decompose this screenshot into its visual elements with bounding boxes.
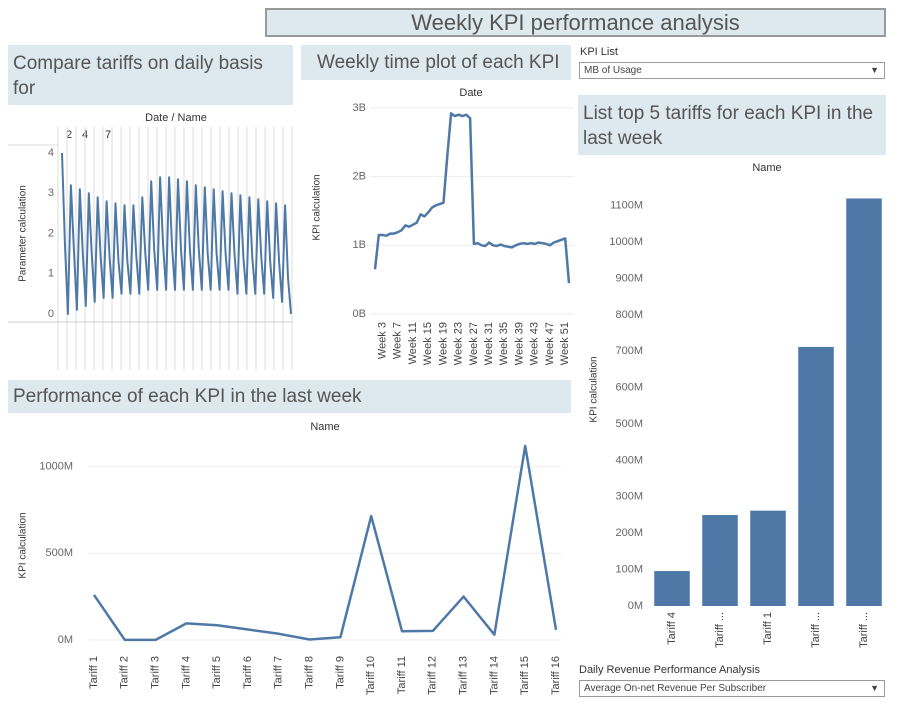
x-tick-label: Tariff 3 <box>150 656 162 689</box>
line <box>92 444 558 642</box>
y-tick-label: 0 <box>48 308 54 320</box>
y-tick-label: 800M <box>615 309 643 321</box>
x-tick-label: Tariff 12 <box>427 656 439 695</box>
chart-title: List top 5 tariffs for each KPI in the l… <box>578 95 886 155</box>
x-tick-label: Tariff 2 <box>119 656 131 689</box>
x-tick-label: Tariff 13 <box>458 656 470 695</box>
x-tick-label: Tariff ... <box>858 612 870 648</box>
y-tick-label: 4 <box>48 147 54 159</box>
line <box>61 152 292 315</box>
x-tick-label: Tariff 4 <box>180 656 192 689</box>
x-tick-label: Week 15 <box>422 322 434 365</box>
x-tick-label: Tariff 5 <box>211 656 223 689</box>
dropdown-value: MB of Usage <box>584 65 642 76</box>
bar <box>702 515 738 606</box>
x-tick-label: Week 27 <box>468 322 480 365</box>
x-tick-label: Tariff 10 <box>365 656 377 695</box>
x-tick-label: Tariff 1 <box>762 612 774 645</box>
y-tick-label: 700M <box>615 345 643 357</box>
x-header: Name <box>752 162 781 174</box>
x-tick-label: Tariff 6 <box>242 656 254 689</box>
y-tick-label: 0M <box>628 600 643 612</box>
y-axis-label: Parameter calculation <box>18 185 29 282</box>
bar <box>798 346 834 606</box>
y-tick-label: 3 <box>48 187 54 199</box>
x-header: Date / Name <box>145 112 207 124</box>
control-label: Daily Revenue Performance Analysis <box>579 664 760 676</box>
x-tick-label: Week 19 <box>437 322 449 365</box>
y-tick-label: 0B <box>353 308 366 320</box>
y-tick-label: 3B <box>353 102 366 114</box>
x-tick-label: Tariff 14 <box>488 656 500 695</box>
y-tick-label: 2B <box>353 170 366 182</box>
y-tick-label: 1000M <box>609 236 643 248</box>
x-tick-label: Tariff ... <box>810 612 822 648</box>
x-tick-label: Tariff 15 <box>519 656 531 695</box>
bar <box>846 198 882 606</box>
y-tick-label: 500M <box>615 418 643 430</box>
y-tick-label: 200M <box>615 527 643 539</box>
x-tick-label: Tariff 1 <box>88 656 100 689</box>
x-tick-label: Tariff ... <box>714 612 726 648</box>
y-tick-label: 1 <box>48 268 54 280</box>
control-label: KPI List <box>580 46 618 58</box>
x-tick-label: Week 51 <box>559 322 571 365</box>
dropdown[interactable]: MB of Usage ▼ <box>579 62 885 79</box>
dropdown-arrow: ▼ <box>870 683 879 693</box>
x-tick-label: Week 31 <box>483 322 495 365</box>
x-header: Name <box>310 421 339 433</box>
x-tick-label: Tariff 8 <box>304 656 316 689</box>
y-tick-label: 600M <box>615 382 643 394</box>
x-tick-label: Week 3 <box>377 322 389 359</box>
y-tick-label: 1B <box>353 239 366 251</box>
x-tick-label: Tariff 16 <box>550 656 562 695</box>
y-tick-label: 100M <box>615 564 643 576</box>
dashboard-title: Weekly KPI performance analysis <box>265 8 886 37</box>
column-label: 7 <box>105 129 111 141</box>
column-label: 2 <box>66 129 72 141</box>
y-tick-label: 0M <box>58 634 73 646</box>
x-tick-label: Week 7 <box>392 322 404 359</box>
x-tick-label: Week 11 <box>407 322 419 364</box>
y-axis-label: KPI calculation <box>312 174 323 240</box>
y-tick-label: 300M <box>615 491 643 503</box>
x-tick-label: Tariff 4 <box>666 612 678 645</box>
x-tick-label: Week 35 <box>498 322 510 365</box>
y-tick-label: 1000M <box>39 461 73 473</box>
x-tick-label: Week 47 <box>544 322 556 365</box>
chart-title: Compare tariffs on daily basis for <box>8 45 293 105</box>
y-tick-label: 900M <box>615 272 643 284</box>
x-tick-label: Tariff 9 <box>334 656 346 689</box>
x-tick-label: Week 43 <box>529 322 541 365</box>
x-tick-label: Week 39 <box>513 322 525 365</box>
bar <box>750 510 786 606</box>
x-tick-label: Tariff 7 <box>273 656 285 689</box>
chart-title: Performance of each KPI in the last week <box>8 380 571 413</box>
y-axis-label: KPI calculation <box>589 356 600 422</box>
y-tick-label: 1100M <box>610 200 643 212</box>
y-tick-label: 500M <box>45 547 73 559</box>
y-tick-label: 2 <box>48 227 54 239</box>
dropdown[interactable]: Average On-net Revenue Per Subscriber ▼ <box>579 680 885 697</box>
chart-title: Weekly time plot of each KPI <box>301 45 571 80</box>
dropdown-arrow: ▼ <box>870 65 879 75</box>
x-tick-label: Tariff 11 <box>396 656 408 694</box>
x-tick-label: Week 23 <box>453 322 465 365</box>
line <box>373 112 571 284</box>
y-tick-label: 400M <box>615 454 643 466</box>
dropdown-value: Average On-net Revenue Per Subscriber <box>584 683 767 694</box>
x-header: Date <box>459 87 482 99</box>
bar <box>654 571 690 606</box>
y-axis-label: KPI calculation <box>18 512 29 578</box>
